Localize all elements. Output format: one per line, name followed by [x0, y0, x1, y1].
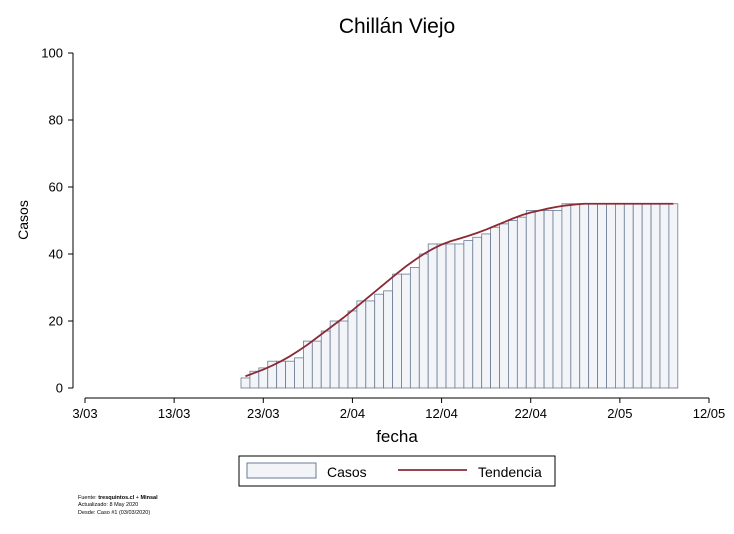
- bar-2020-04-25: [552, 210, 563, 389]
- bar-2020-03-27: [294, 357, 304, 389]
- bar-2020-05-07: [659, 203, 670, 389]
- bar-2020-04-19: [499, 223, 509, 389]
- bar-2020-04-28: [579, 203, 590, 389]
- bar-2020-04-04: [365, 300, 376, 389]
- bar-2020-05-06: [650, 203, 661, 389]
- bar-2020-04-09: [409, 266, 420, 389]
- bar-2020-04-24: [543, 210, 554, 389]
- bar-2020-05-03: [623, 203, 634, 389]
- bar-2020-04-05: [374, 293, 385, 389]
- x-tick-label-2020-04-12: 12/04: [425, 406, 458, 421]
- x-tick-label-2020-03-03: 3/03: [72, 406, 97, 421]
- bar-2020-04-30: [597, 203, 607, 389]
- bar-2020-05-05: [641, 203, 652, 389]
- footnote-source-prefix: Fuente:: [78, 495, 99, 501]
- bar-2020-05-08: [668, 203, 679, 389]
- footnote-source: Fuente: tresquintos.cl + Minsal: [78, 495, 158, 502]
- footnote: Fuente: tresquintos.cl + Minsal Actualiz…: [78, 495, 158, 517]
- x-tick-label-2020-03-13: 13/03: [158, 406, 191, 421]
- legend-label-casos: Casos: [327, 464, 367, 480]
- footnote-updated: Actualizado: 8 May 2020: [78, 502, 139, 509]
- y-axis-title: Casos: [15, 200, 31, 240]
- x-ticks: 3/03 13/03 23/03 2/04 12/04 22/04 2/05 12/05: [72, 398, 725, 421]
- bar-2020-04-13: [445, 243, 456, 389]
- x-axis-title: fecha: [376, 427, 418, 446]
- bar-2020-04-07: [392, 273, 402, 389]
- x-tick-label-2020-03-23: 23/03: [247, 406, 280, 421]
- bar-2020-04-03: [356, 300, 367, 389]
- y-tick-label-0: 0: [56, 381, 63, 396]
- trend-line: [245, 202, 674, 378]
- bar-2020-04-17: [481, 233, 492, 389]
- y-tick-label-60: 60: [49, 180, 63, 195]
- bar-2020-03-21: [240, 377, 251, 389]
- y-tick-label-100: 100: [41, 46, 63, 61]
- bar-2020-03-26: [285, 360, 295, 389]
- y-tick-label-80: 80: [49, 113, 63, 128]
- bar-2020-04-29: [588, 203, 598, 389]
- bar-2020-03-29: [311, 340, 322, 389]
- bar-2020-03-28: [302, 340, 313, 389]
- bar-2020-03-31: [329, 320, 340, 389]
- x-tick-label-2020-05-12: 12/05: [693, 406, 726, 421]
- bar-2020-04-16: [472, 236, 483, 389]
- bar-2020-04-22: [525, 210, 536, 389]
- footnote-since: Desde: Caso #1 (03/03/2020): [78, 509, 151, 516]
- bar-2020-04-08: [401, 273, 411, 389]
- legend-swatch-casos: [246, 462, 317, 479]
- bar-2020-05-01: [606, 203, 616, 389]
- y-tick-label-40: 40: [49, 247, 63, 262]
- chart-title: Chillán Viejo: [339, 15, 455, 38]
- bar-2020-04-23: [534, 210, 545, 389]
- bar-2020-04-18: [490, 226, 500, 389]
- x-tick-label-2020-04-22: 22/04: [514, 406, 547, 421]
- bar-2020-04-10: [418, 253, 429, 389]
- bar-2020-04-27: [570, 203, 581, 389]
- bar-2020-03-25: [276, 360, 286, 389]
- footnote-source-name-2: Minsal: [140, 495, 158, 501]
- bar-2020-04-12: [436, 243, 447, 389]
- bar-2020-04-26: [561, 203, 572, 389]
- x-tick-label-2020-04-02: 2/04: [340, 406, 365, 421]
- y-tick-label-20: 20: [49, 314, 63, 329]
- bar-2020-05-02: [615, 203, 625, 389]
- bar-2020-04-15: [463, 240, 474, 389]
- footnote-source-name: tresquintos.cl: [98, 495, 135, 501]
- bar-2020-04-06: [383, 290, 393, 389]
- bar-2020-04-11: [427, 243, 438, 389]
- bars: [240, 203, 679, 389]
- y-ticks: 0 20 40 60 80 100: [41, 46, 73, 396]
- bar-2020-04-02: [347, 310, 358, 389]
- bar-2020-03-30: [320, 330, 331, 389]
- bar-2020-04-21: [516, 216, 527, 389]
- bar-2020-04-20: [508, 220, 518, 389]
- footnote-source-separator: +: [134, 495, 141, 501]
- bar-2020-04-01: [338, 320, 349, 389]
- bar-2020-05-04: [632, 203, 643, 389]
- bar-2020-04-14: [454, 243, 465, 389]
- x-tick-label-2020-05-02: 2/05: [607, 406, 632, 421]
- legend-label-tendencia: Tendencia: [478, 464, 542, 480]
- legend: Casos Tendencia: [238, 455, 556, 487]
